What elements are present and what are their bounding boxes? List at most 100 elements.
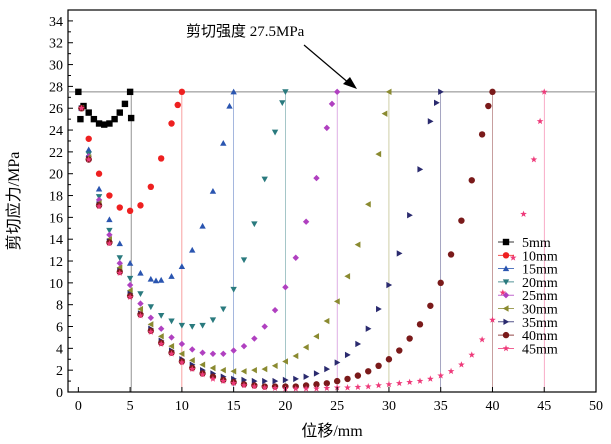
- data-series-layer: [75, 88, 548, 392]
- data-point: [406, 378, 413, 386]
- legend-label: 40mm: [522, 329, 558, 344]
- data-point: [365, 325, 372, 332]
- data-point: [220, 139, 227, 146]
- data-point: [219, 377, 227, 384]
- data-point: [101, 121, 108, 128]
- data-point: [427, 375, 434, 382]
- data-point: [230, 379, 237, 387]
- legend-label: 20mm: [522, 276, 558, 291]
- annotation-arrow-line: [303, 44, 351, 85]
- data-point: [396, 250, 403, 257]
- data-point: [95, 185, 103, 192]
- data-point: [261, 384, 269, 391]
- data-point: [116, 260, 123, 267]
- data-point: [536, 117, 544, 125]
- series-20mm: [78, 89, 289, 330]
- x-tick-label: 50: [589, 399, 603, 414]
- data-point: [279, 100, 286, 106]
- data-point: [147, 328, 155, 335]
- series-5mm: [75, 88, 135, 128]
- series-45mm: [78, 88, 548, 392]
- data-point: [137, 305, 144, 313]
- data-point: [85, 146, 92, 153]
- data-point: [381, 110, 388, 117]
- data-point: [126, 275, 134, 282]
- data-point: [313, 174, 320, 182]
- data-point: [354, 372, 362, 379]
- y-tick-label: 10: [49, 277, 63, 292]
- data-point: [178, 322, 186, 329]
- x-tick-label: 25: [330, 399, 344, 414]
- legend-marker: [502, 252, 510, 259]
- data-point: [293, 375, 299, 383]
- legend-label: 35mm: [522, 316, 558, 331]
- y-tick-label: 18: [49, 190, 63, 205]
- y-axis-title: 剪切应力/MPa: [4, 152, 23, 251]
- legend-marker: [502, 279, 510, 286]
- data-point: [365, 368, 372, 375]
- data-point: [137, 312, 144, 319]
- series-30mm: [78, 88, 392, 375]
- data-point: [157, 313, 165, 319]
- data-point: [116, 204, 123, 211]
- data-point: [313, 333, 320, 340]
- data-point: [323, 124, 331, 132]
- series-10mm: [78, 88, 186, 215]
- data-point: [189, 357, 195, 364]
- data-point: [355, 340, 362, 348]
- data-point: [458, 361, 465, 368]
- data-point: [407, 211, 413, 219]
- data-point: [261, 365, 268, 373]
- y-tick-label: 32: [49, 37, 63, 52]
- data-point: [438, 88, 444, 96]
- data-point: [230, 368, 237, 375]
- data-point: [126, 293, 134, 300]
- data-point: [116, 109, 123, 116]
- data-point: [111, 115, 118, 123]
- data-point: [344, 273, 351, 280]
- legend-marker: [502, 265, 510, 272]
- data-point: [152, 277, 160, 284]
- data-point: [416, 321, 424, 328]
- data-point: [199, 222, 206, 229]
- data-point: [209, 350, 217, 357]
- data-point: [323, 317, 330, 325]
- data-point: [251, 221, 258, 228]
- data-point: [434, 99, 440, 106]
- data-point: [240, 381, 248, 389]
- data-point: [313, 370, 320, 377]
- data-point: [85, 156, 93, 163]
- y-tick-label: 34: [49, 15, 63, 30]
- data-point: [468, 177, 475, 184]
- data-point: [447, 251, 455, 258]
- legend-marker: [502, 331, 510, 339]
- y-tick-label: 4: [56, 342, 63, 357]
- legend-label: 10mm: [522, 249, 558, 264]
- data-point: [147, 183, 155, 191]
- data-point: [137, 300, 144, 307]
- data-point: [126, 88, 134, 96]
- data-point: [282, 358, 288, 365]
- data-point: [168, 318, 175, 325]
- y-tick-label: 26: [49, 102, 63, 117]
- data-point: [364, 383, 372, 390]
- data-point: [168, 273, 175, 279]
- series-25mm: [78, 88, 341, 357]
- data-point: [178, 263, 186, 270]
- data-point: [406, 335, 413, 342]
- data-point: [178, 88, 186, 96]
- data-point: [375, 150, 382, 158]
- data-point: [417, 166, 424, 173]
- data-point: [540, 88, 548, 95]
- legend-marker: [502, 292, 510, 299]
- data-point: [230, 347, 237, 354]
- data-point: [220, 306, 227, 313]
- data-point: [230, 88, 237, 95]
- data-point: [178, 350, 185, 357]
- data-point: [240, 342, 248, 350]
- data-point: [106, 192, 113, 199]
- y-tick-label: 2: [56, 364, 63, 379]
- data-point: [157, 276, 165, 283]
- data-point: [199, 349, 206, 356]
